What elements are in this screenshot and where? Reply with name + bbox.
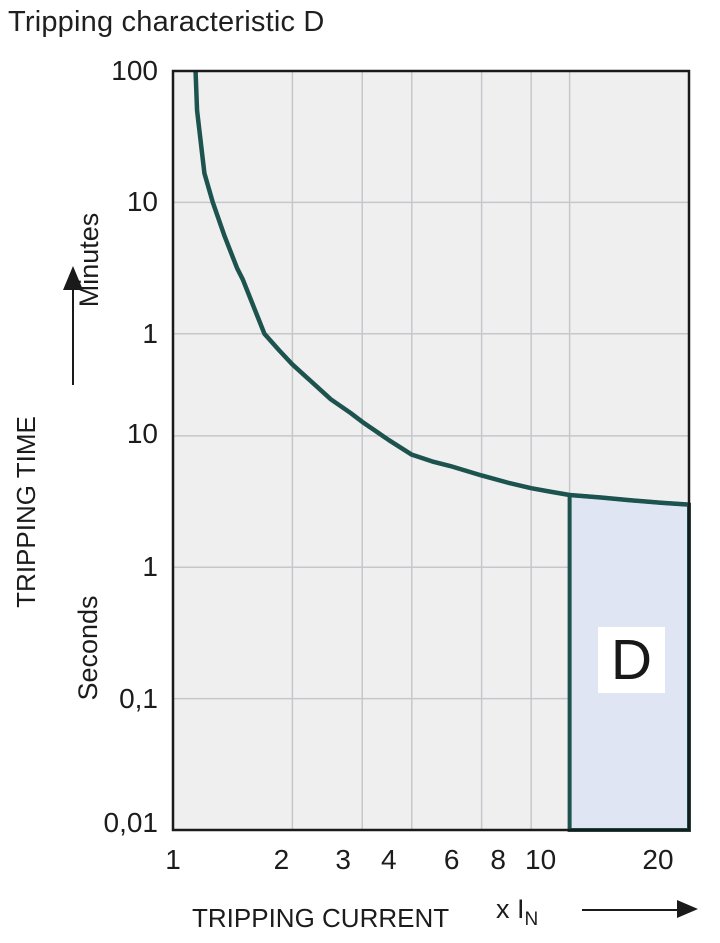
y-axis-unit-seconds: Seconds: [73, 595, 103, 701]
x-tick-label: 1: [165, 844, 181, 875]
x-tick-label: 3: [335, 844, 351, 875]
x-tick-label: 2: [273, 844, 290, 875]
region-label-box: D: [598, 627, 665, 693]
y-tick-label: 0,1: [119, 682, 158, 714]
x-tick-label: 4: [380, 844, 397, 875]
x-tick-label: 10: [525, 844, 557, 875]
y-axis-title: TRIPPING TIME: [11, 416, 41, 608]
y-tick-label: 1: [142, 317, 158, 349]
y-axis-arrow-line: [72, 288, 74, 385]
y-tick-label: 0,01: [103, 807, 159, 838]
x-axis-title: TRIPPING CURRENT: [192, 903, 450, 933]
chart-title: Tripping characteristic D: [8, 6, 325, 38]
y-axis-arrow-up-icon: [63, 266, 83, 290]
region-label: D: [610, 627, 653, 692]
y-tick-label: 100: [111, 55, 158, 86]
tripping-curve: [193, 70, 690, 507]
y-axis-unit-minutes: Minutes: [74, 212, 104, 308]
x-tick-label: 8: [490, 844, 506, 875]
x-axis-unit: x IN: [496, 893, 538, 936]
x-axis-arrow-right-icon: [677, 900, 698, 918]
x-axis-unit-subscript: N: [524, 909, 539, 930]
x-axis-unit-text: x I: [496, 894, 525, 924]
plot-border: [171, 69, 691, 832]
y-tick-label: 10: [126, 417, 158, 449]
x-tick-label: 6: [443, 844, 460, 875]
x-tick-label: 20: [642, 844, 674, 875]
y-tick-label: 1: [142, 551, 158, 583]
y-tick-label: 10: [126, 186, 158, 218]
x-axis-arrow-line: [582, 909, 679, 911]
